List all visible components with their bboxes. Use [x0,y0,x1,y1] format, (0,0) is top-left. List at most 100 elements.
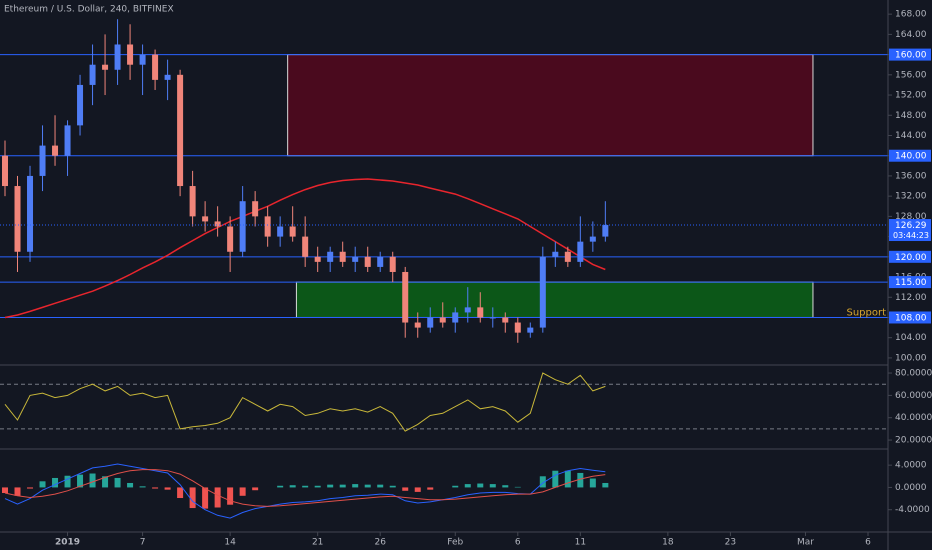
candle-body [477,307,484,318]
candle-body [177,74,184,187]
histogram-bar [414,487,421,492]
candle-body [589,236,596,242]
candle-body [552,251,559,257]
histogram-bar [389,485,396,488]
y-tick-label: 104.00 [895,333,927,343]
histogram-bar [202,487,209,509]
histogram-bar [552,470,559,488]
candle-body [377,256,384,267]
histogram-bar [139,486,146,488]
candle-body [89,64,96,85]
y-tick-label: 112.00 [895,293,927,303]
candle-body [264,216,271,237]
candle-body [114,44,121,70]
histogram-bar [302,485,309,488]
candle-body [414,322,421,328]
candle-body [402,271,409,323]
y-tick-label: 164.00 [895,30,927,40]
line [4,463,606,519]
candle-body [577,241,584,262]
histogram-bar [227,487,234,505]
histogram-bar [164,487,171,490]
chart-title: Ethereum / U.S. Dollar, 240, BITFINEX [4,5,174,15]
x-tick-label: 7 [140,538,146,548]
candle-body [527,327,534,333]
y-tick-label: 100.00 [895,353,927,363]
x-tick-label: Feb [447,538,463,548]
candle-body [564,251,571,262]
histogram-bar [364,484,371,488]
x-tick-label: 21 [312,538,323,548]
candle-body [139,54,146,65]
y-tick-label: 40.0000 [895,413,932,423]
histogram-bar [64,475,71,488]
candle-body [77,84,84,126]
plot-area: Support [0,19,888,519]
candle-body [289,226,296,237]
candle-body [364,256,371,267]
x-tick-label: 6 [865,538,871,548]
candle-body [27,175,34,252]
y-tick-label: 20.0000 [895,436,932,446]
histogram-bar [14,487,21,496]
histogram-bar [539,476,546,488]
zone [287,54,814,157]
candle-body [14,186,21,252]
candle-body [189,186,196,217]
candle-body [514,322,521,333]
x-tick-label: Mar [797,538,814,548]
candle-body [439,317,446,323]
candle-body [2,155,9,187]
line [4,372,606,432]
y-tick-label: 132.00 [895,192,927,202]
histogram-bar [27,487,34,489]
candle-body [464,307,471,313]
candle-body [389,256,396,272]
histogram-bar [214,487,221,508]
histogram-bar [239,487,246,496]
candle-body [39,145,46,176]
histogram-bar [189,487,196,509]
histogram-bar [252,487,259,491]
histogram-bar [152,487,159,489]
annotation: Support [846,307,886,318]
candle-body [252,201,259,217]
histogram-bar [377,484,384,488]
level-label: 115.00 [895,278,927,288]
histogram-bar [52,477,59,488]
level-label: 160.00 [895,51,927,61]
level-label: 108.00 [895,313,927,323]
histogram-bar [602,482,609,488]
level-label-box [889,48,931,61]
histogram-bar [514,486,521,488]
x-tick-label: 6 [515,538,521,548]
histogram-bar [489,484,496,488]
y-tick-label: 168.00 [895,10,927,20]
candle-body [327,251,334,262]
level-label: 120.00 [895,253,927,263]
y-tick-label: 144.00 [895,131,927,141]
candle-body [314,256,321,262]
x-tick-label: 2019 [55,538,80,548]
x-tick-label: 26 [374,538,386,548]
histogram-bar [114,477,121,488]
level-label-box [889,250,931,263]
histogram-bar [327,484,334,488]
line [4,469,606,507]
histogram-bar [177,487,184,499]
candle-body [164,74,171,80]
x-tick-label: 23 [725,538,736,548]
candle-body [64,125,71,156]
candle-body [277,226,284,237]
y-tick-label: 4.0000 [895,461,927,471]
histogram-bar [564,470,571,488]
candle-body [539,256,546,328]
histogram-bar [502,485,509,488]
candle-body [352,256,359,262]
last-price-label: 126.29 [895,221,927,231]
candle-body [102,64,109,70]
y-tick-label: 80.0000 [895,369,932,379]
histogram-bar [89,473,96,488]
candle-body [127,44,134,65]
